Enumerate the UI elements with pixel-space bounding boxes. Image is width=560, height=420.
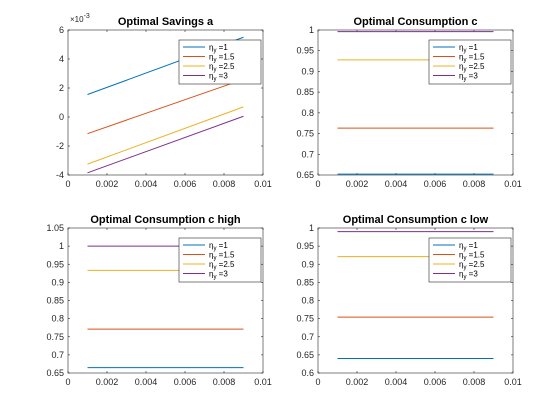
y-tick-label: 0.75 <box>296 129 314 139</box>
legend-label: =1 <box>466 43 478 52</box>
x-tick-label: 0 <box>315 377 320 387</box>
x-tick-label: 0.002 <box>96 179 119 189</box>
x-tick-label: 0.008 <box>463 179 486 189</box>
legend-label: =2.5 <box>216 62 235 71</box>
y-tick-label: 0.7 <box>51 350 64 360</box>
y-tick-label: 0.8 <box>301 296 314 306</box>
x-tick-label: 0.004 <box>385 179 408 189</box>
x-tick-label: 0.006 <box>174 377 197 387</box>
legend-label: =3 <box>466 270 478 279</box>
legend: ηy =1ηy =1.5ηy =2.5ηy =3 <box>179 40 261 84</box>
x-tick-label: 0.006 <box>424 179 447 189</box>
x-tick-label: 0.01 <box>254 179 272 189</box>
subplot-3: Optimal Consumption c high 0 0.002 0.004 0.0… <box>46 214 271 387</box>
x-tick-label: 0 <box>315 179 320 189</box>
chart-title: Optimal Savings a <box>118 16 214 28</box>
y-tick-label: 0.8 <box>301 108 314 118</box>
chart-title: Optimal Consumption c <box>353 16 477 28</box>
legend-label: =1 <box>216 43 228 52</box>
y-multiplier: ×10-3 <box>70 13 90 24</box>
legend-label: =3 <box>466 72 478 81</box>
subplot-4: Optimal Consumption c low 0 0.002 0.004 0.00… <box>296 214 521 387</box>
y-tick-label: 0.95 <box>296 46 314 56</box>
x-tick-label: 0.006 <box>174 179 197 189</box>
y-tick-label: 0.7 <box>301 149 314 159</box>
legend-label: =2.5 <box>466 260 485 269</box>
y-tick-label: 0.65 <box>296 350 314 360</box>
y-tick-label: 4 <box>59 54 64 64</box>
legend: ηy =1ηy =1.5ηy =2.5ηy =3 <box>429 238 511 282</box>
y-multiplier-exponent: -3 <box>84 13 90 20</box>
legend-label: =1 <box>466 241 478 250</box>
y-tick-label: 0.9 <box>301 259 314 269</box>
y-tick-label: 1 <box>59 241 64 251</box>
y-tick-label: 0.95 <box>46 259 64 269</box>
x-tick-label: 0.008 <box>463 377 486 387</box>
legend-label: =3 <box>216 72 228 81</box>
y-tick-label: 2 <box>59 83 64 93</box>
subplot-1: Optimal Savings a 0 0.002 0.004 0.006 0.008 0.… <box>56 13 272 189</box>
chart-title: Optimal Consumption c low <box>343 214 489 226</box>
x-tick-label: 0.004 <box>135 179 158 189</box>
y-multiplier-base: ×10 <box>70 15 84 24</box>
x-tick-label: 0.01 <box>504 377 522 387</box>
legend-label: =2.5 <box>216 260 235 269</box>
y-tick-label: 6 <box>59 25 64 35</box>
x-tick-label: 0.008 <box>213 377 236 387</box>
legend-label: =1.5 <box>216 53 235 62</box>
y-tick-label: 0 <box>59 112 64 122</box>
x-tick-label: 0.006 <box>424 377 447 387</box>
y-tick-label: 1 <box>309 25 314 35</box>
y-tick-label: 0.95 <box>296 241 314 251</box>
y-tick-label: 0.75 <box>296 314 314 324</box>
legend-label: =1.5 <box>466 53 485 62</box>
y-tick-label: 0.65 <box>296 170 314 180</box>
y-tick-label: -4 <box>56 170 64 180</box>
x-tick-label: 0 <box>65 179 70 189</box>
y-tick-label: 0.85 <box>46 296 64 306</box>
x-tick-label: 0.002 <box>96 377 119 387</box>
x-tick-label: 0.004 <box>135 377 158 387</box>
legend: ηy =1ηy =1.5ηy =2.5ηy =3 <box>179 238 261 282</box>
y-tick-label: 0.85 <box>296 87 314 97</box>
x-tick-label: 0.004 <box>385 377 408 387</box>
y-tick-label: 0.75 <box>46 332 64 342</box>
x-tick-label: 0.002 <box>346 179 369 189</box>
x-tick-label: 0.01 <box>504 179 522 189</box>
y-tick-label: 0.85 <box>296 277 314 287</box>
y-tick-label: 0.6 <box>301 368 314 378</box>
y-tick-label: 0.8 <box>51 314 64 324</box>
legend-label: =3 <box>216 270 228 279</box>
legend-label: =2.5 <box>466 62 485 71</box>
y-tick-label: 0.7 <box>301 332 314 342</box>
y-tick-label: -2 <box>56 141 64 151</box>
x-tick-label: 0.01 <box>254 377 272 387</box>
chart-title: Optimal Consumption c high <box>90 214 241 226</box>
y-tick-label: 0.9 <box>301 66 314 76</box>
legend: ηy =1ηy =1.5ηy =2.5ηy =3 <box>429 40 511 84</box>
legend-label: =1.5 <box>466 251 485 260</box>
x-tick-label: 0 <box>65 377 70 387</box>
legend-label: =1 <box>216 241 228 250</box>
x-tick-label: 0.002 <box>346 377 369 387</box>
legend-label: =1.5 <box>216 251 235 260</box>
y-tick-label: 1.05 <box>46 223 64 233</box>
x-tick-label: 0.008 <box>213 179 236 189</box>
subplot-2: Optimal Consumption c 0 0.002 0.004 0.006 0.0… <box>296 16 521 189</box>
y-tick-label: 0.65 <box>46 368 64 378</box>
y-tick-label: 1 <box>309 223 314 233</box>
y-tick-label: 0.9 <box>51 277 64 287</box>
